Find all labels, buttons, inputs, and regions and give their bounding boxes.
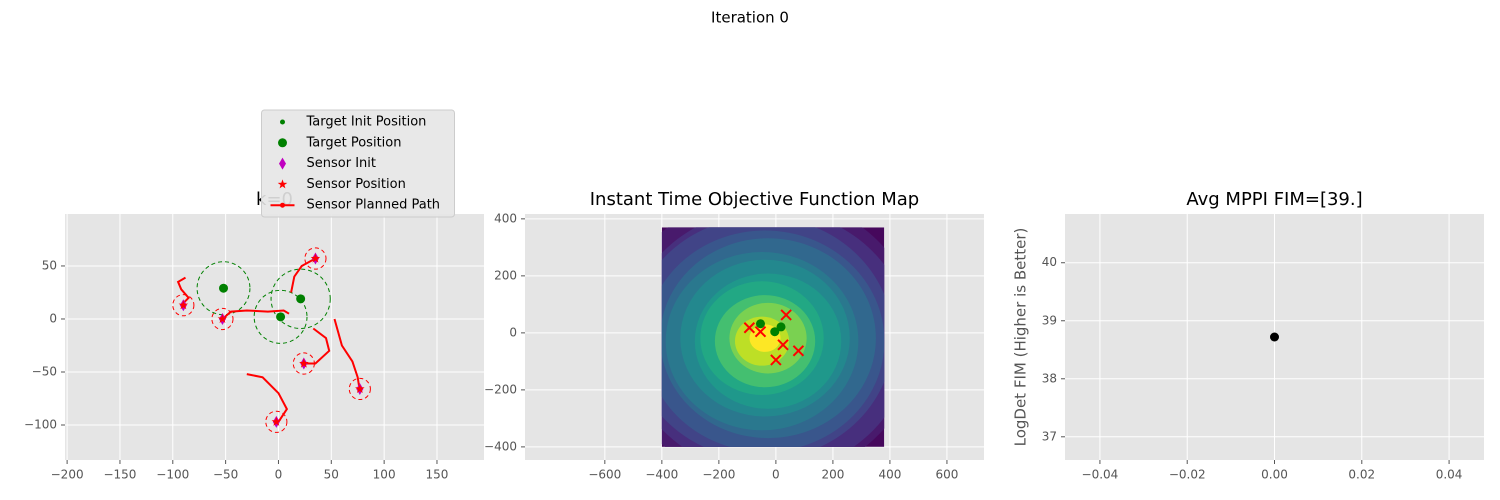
y-tick-label: 400 [494, 211, 517, 225]
x-tick-label: 0 [772, 468, 780, 482]
range-circle [172, 294, 195, 317]
axes: −0.04 −0.02 0.00 0.02 0.04 37 38 39 40 [1042, 214, 1484, 482]
figure-title: Iteration 0 [711, 9, 789, 27]
x-tick-label: 200 [821, 468, 844, 482]
plot [172, 247, 371, 433]
planned-path [303, 327, 331, 365]
marker-star [299, 358, 309, 368]
range-circle [211, 307, 234, 331]
x-tick-label: −0.02 [1169, 468, 1206, 482]
y-tick-label: 38 [1042, 371, 1057, 385]
marker-star [271, 416, 282, 426]
legend-line [270, 202, 295, 208]
x-tick-label: −100 [156, 468, 189, 482]
marker-x [777, 339, 789, 351]
marker-dot [776, 322, 786, 332]
marker-dot [276, 312, 286, 322]
x-tick-label: −150 [103, 468, 136, 482]
x-tick-label: 0.02 [1348, 468, 1375, 482]
x-tick-label: 600 [935, 468, 958, 482]
marker-star [310, 253, 321, 263]
legend-label: Target Position [306, 135, 402, 150]
range-circle [304, 247, 327, 270]
marker-dot [296, 294, 306, 304]
x-tick-label: −0.04 [1082, 468, 1119, 482]
y-tick-label: −200 [484, 382, 517, 396]
marker-x [792, 345, 805, 357]
planned-path [333, 318, 361, 392]
x-tick-label: 0 [275, 468, 283, 482]
marker-star [217, 314, 228, 323]
x-tick-label: −200 [702, 468, 735, 482]
y-tick-label: 0 [49, 311, 57, 325]
axes-title: Instant Time Objective Function Map [590, 189, 919, 210]
x-stroke [780, 309, 792, 321]
y-tick-label: −400 [484, 439, 517, 453]
axes: −200 −150 −100 −50 0 50 100 150 −100 −50 0 50 [24, 214, 484, 482]
x-stroke [770, 354, 782, 366]
marker-dot [770, 327, 780, 337]
planned-path [290, 257, 316, 293]
marker-dot [278, 138, 287, 148]
x-tick-label: 0.00 [1261, 468, 1288, 482]
x-stroke [754, 326, 767, 338]
marker-x [743, 322, 756, 334]
marker-x [780, 309, 792, 321]
marker-star [277, 179, 288, 189]
x-tick-label: −50 [213, 468, 238, 482]
legend-label: Sensor Position [307, 177, 406, 192]
marker-diamond [279, 157, 286, 170]
x-tick-label: 400 [878, 468, 901, 482]
x-tick-label: 50 [324, 468, 339, 482]
line-dot [280, 202, 285, 208]
x-tick-label: −400 [645, 468, 678, 482]
marker-star [178, 300, 189, 310]
legend: Target Init Position Target Position Senso… [261, 109, 455, 218]
legend-label: Target Init Position [306, 115, 427, 130]
x-tick-label: −600 [588, 468, 621, 482]
plot [661, 227, 885, 447]
range-circle [348, 377, 371, 401]
y-tick-label: −50 [32, 364, 57, 378]
range-circle [270, 268, 331, 330]
marker-dot [755, 319, 765, 329]
legend-label: Sensor Init [307, 156, 376, 171]
y-tick-label: 50 [42, 258, 57, 272]
planned-path [246, 373, 289, 423]
planned-path [221, 309, 290, 320]
axes-title: Avg MPPI FIM=[39.] [1186, 189, 1362, 210]
y-tick-label: −100 [24, 418, 57, 432]
x-stroke [792, 345, 805, 357]
range-circle [253, 289, 308, 344]
y-tick-label: 200 [494, 268, 517, 282]
marker-point [280, 119, 285, 125]
x-tick-label: 0.04 [1436, 468, 1463, 482]
x-stroke [777, 339, 789, 351]
y-tick-label: 37 [1042, 429, 1057, 443]
y-tick-label: 40 [1042, 255, 1057, 269]
plot [1270, 332, 1279, 342]
marker-dot [1270, 332, 1279, 342]
x-tick-label: 100 [373, 468, 396, 482]
legend-box [261, 109, 455, 218]
x-stroke [743, 322, 756, 334]
y-tick-label: 0 [509, 325, 517, 339]
marker-star [355, 384, 365, 393]
planned-path [176, 276, 190, 304]
legend-label: Sensor Planned Path [307, 198, 441, 213]
marker-x [770, 354, 782, 366]
y-axis-label: LogDet FIM (Higher is Better) [1012, 228, 1030, 447]
x-tick-label: −200 [51, 468, 84, 482]
marker-dot [219, 283, 229, 293]
marker-x [754, 326, 767, 338]
y-tick-label: 39 [1042, 313, 1057, 327]
x-tick-label: 150 [426, 468, 449, 482]
range-circle [265, 410, 288, 433]
